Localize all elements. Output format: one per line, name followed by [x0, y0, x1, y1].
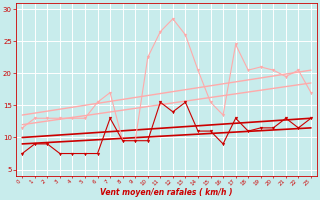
- X-axis label: Vent moyen/en rafales ( km/h ): Vent moyen/en rafales ( km/h ): [100, 188, 233, 197]
